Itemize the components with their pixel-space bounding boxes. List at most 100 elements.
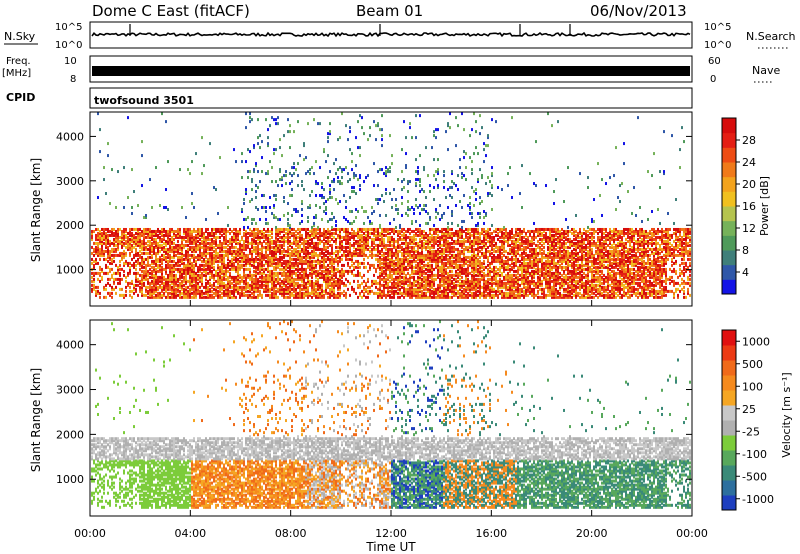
echo-cell — [415, 291, 417, 295]
echo-cell — [333, 295, 335, 299]
echo-cell — [167, 207, 169, 211]
echo-cell — [147, 281, 149, 285]
echo-cell — [293, 130, 295, 134]
echo-cell — [321, 263, 323, 267]
echo-cell — [287, 251, 289, 255]
echo-cell — [131, 235, 133, 239]
echo-cell — [359, 261, 361, 265]
echo-cell — [139, 267, 141, 271]
echo-cell — [307, 170, 309, 174]
echo-cell — [309, 281, 311, 285]
echo-cell — [305, 257, 307, 261]
echo-cell — [171, 265, 173, 269]
echo-cell — [407, 207, 409, 211]
echo-cell — [267, 239, 269, 243]
echo-cell — [239, 281, 241, 285]
echo-cell — [381, 233, 383, 237]
echo-cell — [255, 267, 257, 271]
echo-cell — [121, 229, 123, 233]
echo-cell — [165, 233, 167, 237]
echo-cell — [221, 263, 223, 267]
echo-cell — [191, 277, 193, 281]
echo-cell — [305, 156, 307, 160]
echo-cell — [283, 261, 285, 265]
echo-cell — [213, 241, 215, 245]
echo-cell — [329, 192, 331, 196]
echo-cell — [245, 261, 247, 265]
echo-cell — [337, 293, 339, 297]
echo-cell — [127, 247, 129, 251]
echo-cell — [389, 273, 391, 277]
echo-cell — [453, 253, 455, 257]
echo-cell — [363, 245, 365, 249]
echo-cell — [329, 265, 331, 269]
echo-cell — [261, 273, 263, 277]
echo-cell — [389, 271, 391, 275]
echo-cell — [437, 172, 439, 176]
echo-cell — [413, 233, 415, 237]
echo-cell — [257, 287, 259, 291]
echo-cell — [193, 289, 195, 293]
echo-cell — [101, 241, 103, 245]
echo-cell — [403, 255, 405, 259]
echo-cell — [267, 128, 269, 132]
echo-cell — [115, 291, 117, 295]
echo-cell — [337, 227, 339, 231]
echo-cell — [285, 239, 287, 243]
echo-cell — [323, 273, 325, 277]
echo-cell — [111, 261, 113, 265]
echo-cell — [365, 241, 367, 245]
echo-cell — [107, 227, 109, 231]
echo-cell — [253, 293, 255, 297]
echo-cell — [221, 279, 223, 283]
echo-cell — [201, 172, 203, 176]
echo-cell — [357, 233, 359, 237]
echo-cell — [287, 237, 289, 241]
echo-cell — [439, 269, 441, 273]
echo-cell — [181, 257, 183, 261]
echo-cell — [271, 261, 273, 265]
echo-cell — [191, 233, 193, 237]
echo-cell — [389, 285, 391, 289]
echo-cell — [397, 229, 399, 233]
echo-cell — [245, 126, 247, 130]
echo-cell — [275, 237, 277, 241]
echo-cell — [385, 192, 387, 196]
echo-cell — [183, 267, 185, 271]
echo-cell — [187, 255, 189, 259]
echo-cell — [445, 253, 447, 257]
echo-cell — [153, 239, 155, 243]
echo-cell — [445, 227, 447, 231]
echo-cell — [233, 233, 235, 237]
echo-cell — [433, 287, 435, 291]
echo-cell — [117, 271, 119, 275]
echo-cell — [425, 283, 427, 287]
echo-cell — [341, 263, 343, 267]
echo-cell — [435, 249, 437, 253]
echo-cell — [427, 211, 429, 215]
echo-cell — [383, 257, 385, 261]
echo-cell — [441, 237, 443, 241]
echo-cell — [161, 261, 163, 265]
echo-cell — [351, 190, 353, 194]
echo-cell — [381, 269, 383, 273]
echo-cell — [359, 235, 361, 239]
echo-cell — [397, 283, 399, 287]
echo-cell — [197, 253, 199, 257]
echo-cell — [199, 247, 201, 251]
echo-cell — [127, 283, 129, 287]
echo-cell — [315, 160, 317, 164]
echo-cell — [413, 247, 415, 251]
echo-cell — [409, 180, 411, 184]
echo-cell — [415, 263, 417, 267]
echo-cell — [261, 251, 263, 255]
echo-cell — [331, 259, 333, 263]
echo-cell — [347, 249, 349, 253]
echo-cell — [141, 245, 143, 249]
echo-cell — [191, 269, 193, 273]
echo-cell — [375, 267, 377, 271]
echo-cell — [169, 243, 171, 247]
echo-cell — [319, 241, 321, 245]
echo-cell — [225, 231, 227, 235]
echo-cell — [367, 138, 369, 142]
